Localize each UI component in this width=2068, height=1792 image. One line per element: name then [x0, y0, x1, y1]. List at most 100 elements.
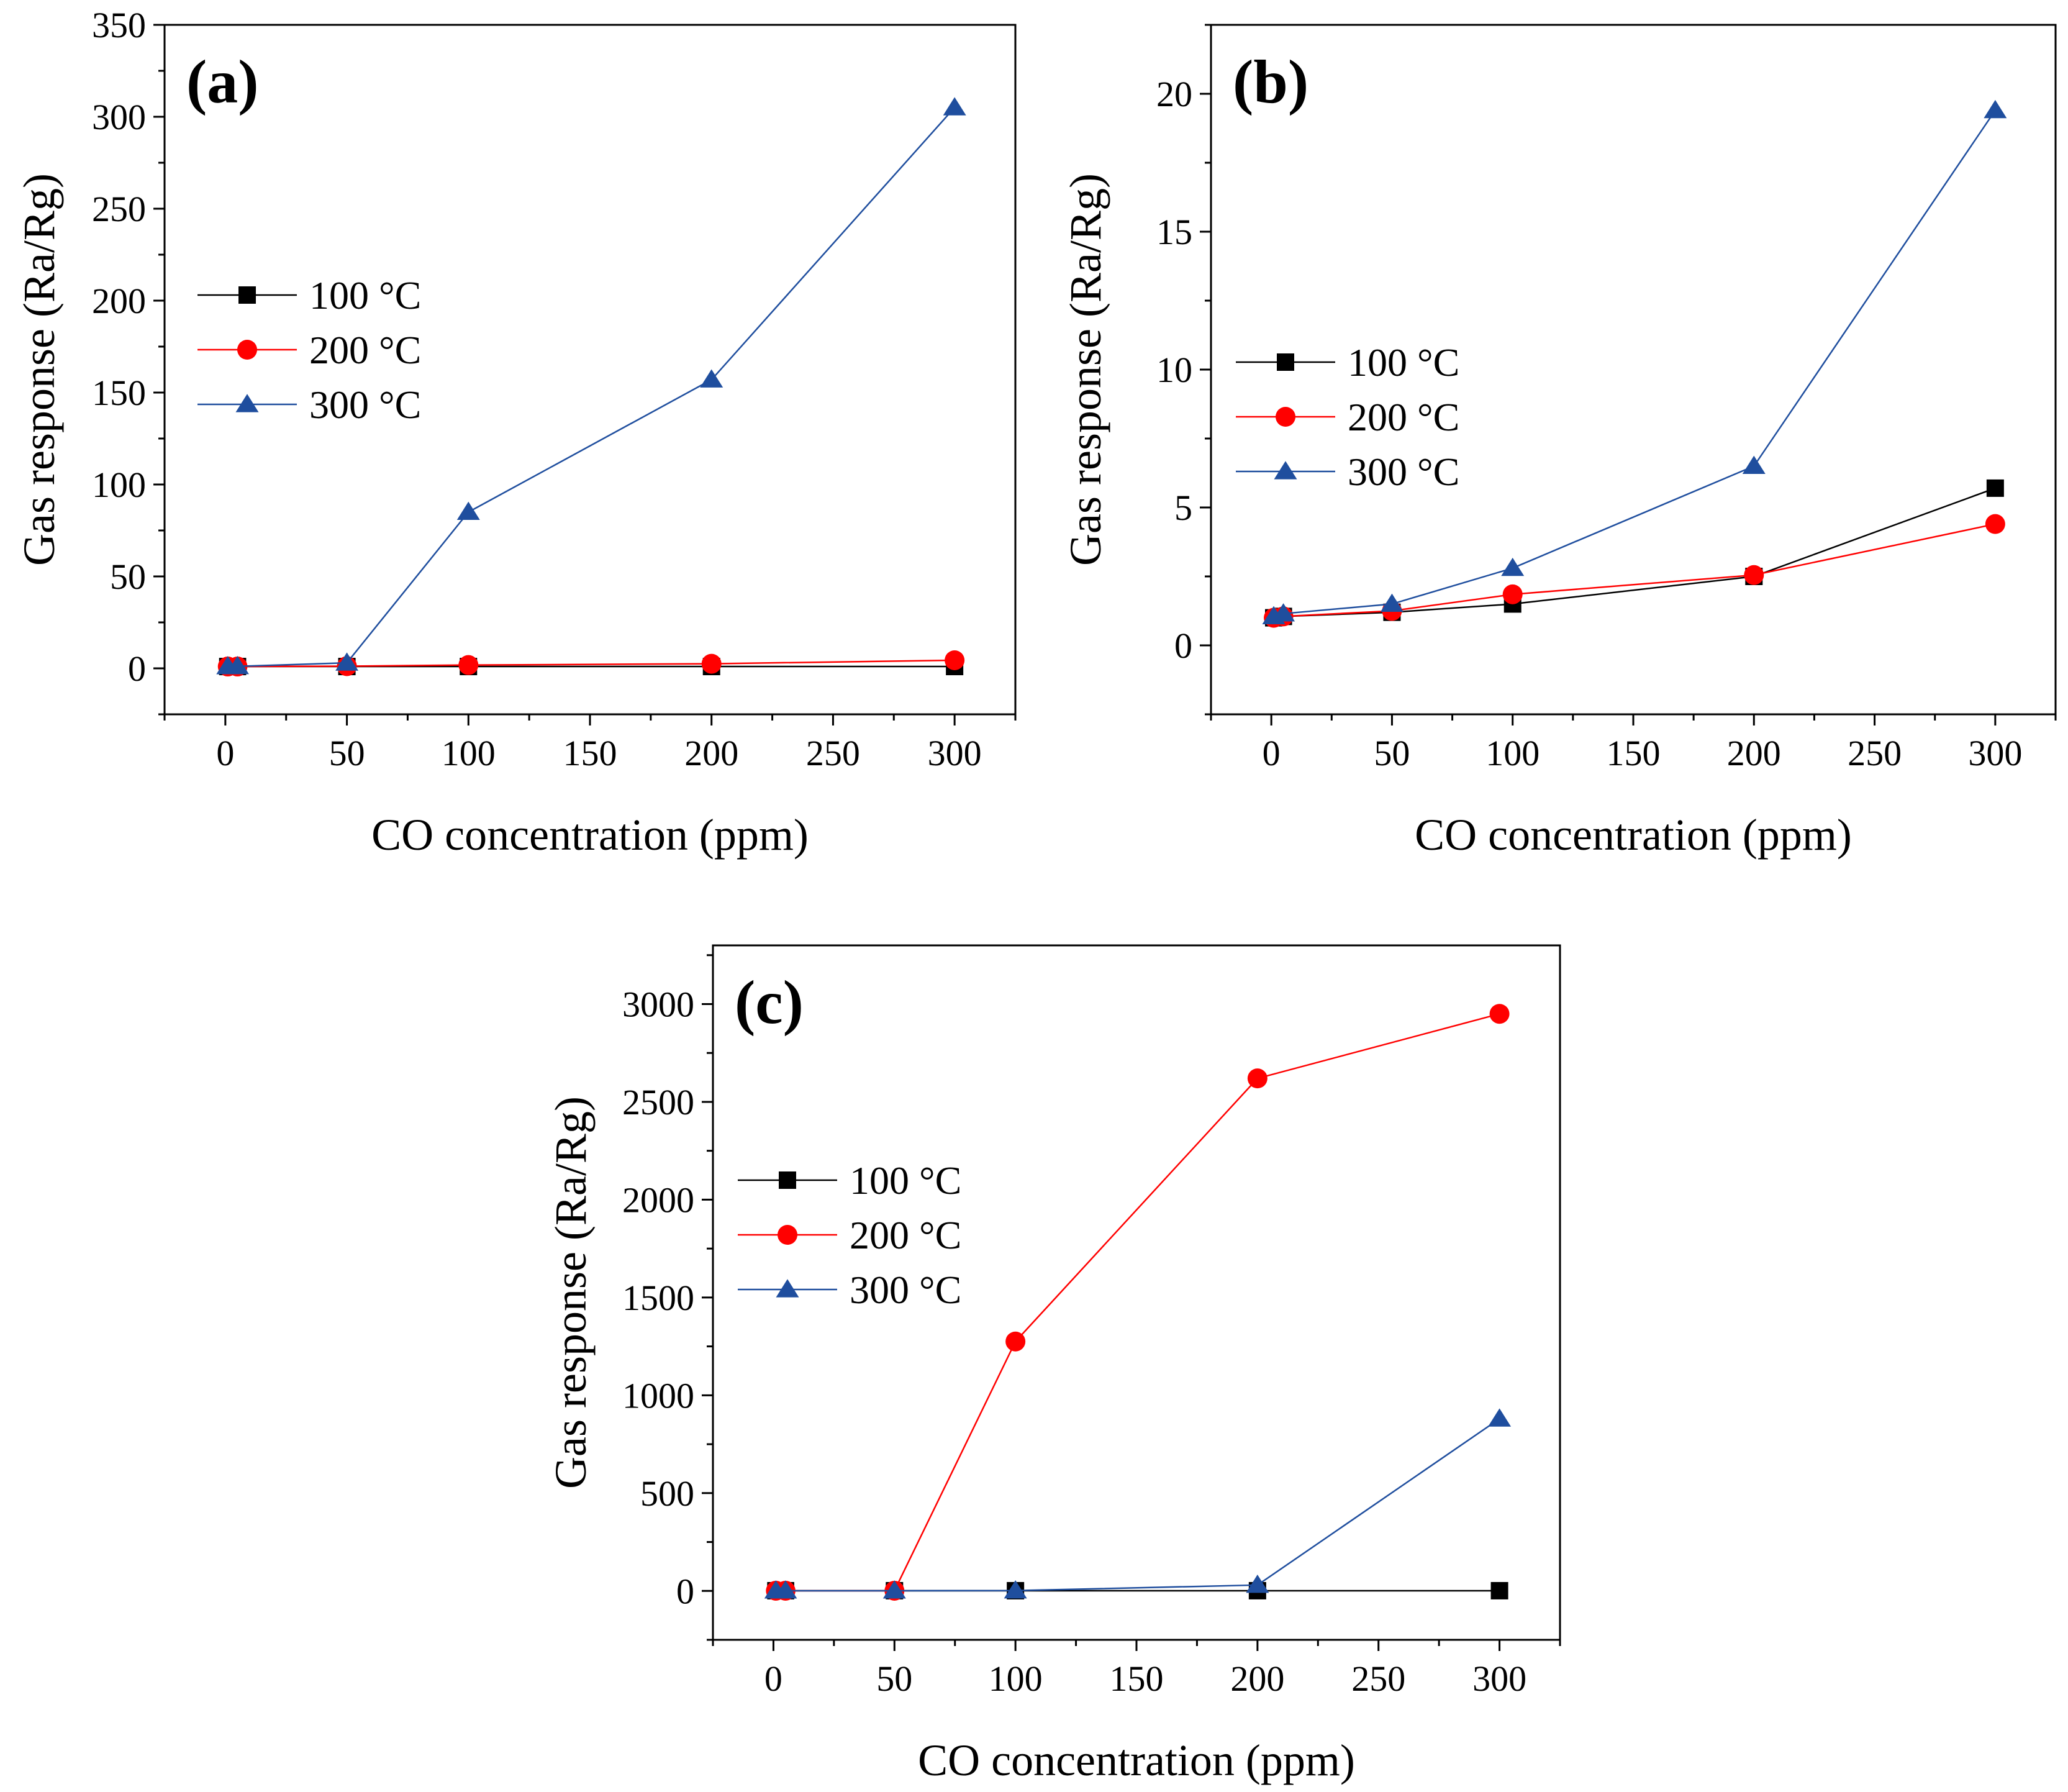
- legend-marker: [778, 1225, 797, 1245]
- data-point-triangle: [774, 1580, 797, 1599]
- y-tick-label: 0: [128, 648, 146, 689]
- data-point-triangle: [943, 97, 966, 116]
- x-tick-label: 50: [1374, 733, 1410, 773]
- data-point-triangle: [335, 652, 359, 671]
- legend-label: 200 °C: [309, 328, 421, 372]
- legend-label: 300 °C: [850, 1268, 961, 1312]
- data-point-circle: [458, 655, 479, 675]
- x-tick-label: 200: [1727, 733, 1781, 773]
- x-tick-label: 200: [684, 733, 738, 773]
- legend-marker: [1276, 407, 1295, 427]
- panel-label: (b): [1233, 47, 1308, 116]
- y-tick-label: 1000: [622, 1375, 694, 1416]
- data-point-circle: [701, 653, 722, 674]
- y-tick-label: 100: [92, 465, 146, 505]
- x-tick-label: 50: [329, 733, 365, 773]
- data-point-circle: [1744, 565, 1764, 585]
- y-tick-label: 2500: [622, 1082, 694, 1122]
- chart-panel-b: 0 50 100 150 200 250 300 0 5 10 15 20 CO concentrati…: [1061, 24, 2057, 860]
- x-tick-label: 150: [563, 733, 617, 773]
- x-tick-label: 0: [216, 733, 234, 773]
- y-tick-label: 350: [92, 5, 146, 45]
- data-point-triangle: [1488, 1408, 1512, 1427]
- y-tick-label: 5: [1174, 488, 1192, 528]
- data-point-circle: [1489, 1004, 1510, 1024]
- legend-label: 100 °C: [1348, 340, 1459, 384]
- data-point-circle: [1247, 1068, 1268, 1089]
- data-point-triangle: [1272, 603, 1295, 622]
- y-tick-label: 50: [110, 557, 146, 597]
- data-point-triangle: [700, 369, 723, 388]
- y-axis-title: Gas response (Ra/Rg): [14, 173, 64, 566]
- legend-label: 200 °C: [850, 1213, 961, 1257]
- y-axis-title: Gas response (Ra/Rg): [546, 1096, 596, 1489]
- x-tick-label: 100: [989, 1658, 1043, 1699]
- data-point-triangle: [1246, 1575, 1269, 1593]
- y-tick-label: 2000: [622, 1180, 694, 1220]
- y-tick-label: 20: [1156, 74, 1192, 114]
- data-point-triangle: [882, 1580, 906, 1599]
- plot-frame: [1210, 24, 2057, 716]
- legend-label: 300 °C: [1348, 450, 1459, 494]
- series-line-circle: [1273, 523, 1996, 619]
- y-tick-label: 200: [92, 281, 146, 321]
- y-tick-label: 250: [92, 189, 146, 229]
- data-point-triangle: [1380, 593, 1404, 612]
- x-tick-label: 50: [876, 1658, 912, 1699]
- data-point-triangle: [1501, 557, 1525, 576]
- y-tick-label: 300: [92, 97, 146, 137]
- y-tick-label: 0: [1174, 625, 1192, 666]
- x-axis-title: CO concentration (ppm): [1415, 810, 1852, 860]
- x-tick-label: 200: [1230, 1658, 1284, 1699]
- data-point-triangle: [456, 501, 480, 520]
- data-point-circle: [1005, 1331, 1026, 1352]
- data-point-circle: [1502, 584, 1523, 604]
- x-tick-label: 100: [442, 733, 496, 773]
- data-point-triangle: [1004, 1580, 1027, 1599]
- x-axis-title: CO concentration (ppm): [371, 810, 809, 860]
- x-tick-label: 300: [1968, 733, 2022, 773]
- legend-marker: [776, 1279, 799, 1298]
- x-tick-label: 0: [764, 1658, 782, 1699]
- data-point-circle: [1985, 514, 2005, 534]
- panel-label: (c): [735, 968, 804, 1037]
- y-tick-label: 10: [1156, 350, 1192, 390]
- legend-marker: [779, 1171, 796, 1189]
- series-line-square: [1273, 487, 1996, 619]
- y-axis-title: Gas response (Ra/Rg): [1061, 173, 1110, 566]
- legend-marker: [237, 340, 257, 360]
- data-point-triangle: [225, 655, 249, 675]
- y-tick-label: 500: [640, 1473, 694, 1514]
- plot-frame: [712, 944, 1561, 1641]
- x-tick-label: 300: [928, 733, 982, 773]
- chart-panel-c: 0 50 100 150 200 250 3000 500 1000 1500 2000 2500 30…: [546, 944, 1561, 1785]
- x-tick-label: 0: [1263, 733, 1281, 773]
- chart-panel-a: 0 50 100 150 200 250 300 0 50 100 150 200 250 300 350 C…: [14, 5, 1017, 860]
- legend-label: 100 °C: [309, 273, 421, 317]
- x-tick-label: 300: [1472, 1658, 1526, 1699]
- legend-marker: [1274, 461, 1297, 480]
- x-tick-label: 100: [1485, 733, 1540, 773]
- y-tick-label: 150: [92, 373, 146, 413]
- y-tick-label: 1500: [622, 1278, 694, 1318]
- x-tick-label: 250: [1848, 733, 1902, 773]
- data-point-square: [1490, 1581, 1508, 1599]
- legend-label: 200 °C: [1348, 395, 1459, 439]
- panel-label: (a): [186, 47, 259, 116]
- data-point-triangle: [1984, 99, 2007, 119]
- y-tick-label: 15: [1156, 212, 1192, 252]
- legend-label: 300 °C: [309, 383, 421, 427]
- x-tick-label: 150: [1110, 1658, 1164, 1699]
- data-point-circle: [945, 650, 965, 670]
- data-point-square: [1986, 479, 2004, 497]
- legend-label: 100 °C: [850, 1158, 961, 1203]
- series-line-triangle: [776, 1418, 1500, 1592]
- legend-marker: [235, 394, 259, 412]
- legend-marker: [1277, 353, 1294, 371]
- legend-marker: [238, 286, 256, 304]
- x-tick-label: 250: [1351, 1658, 1405, 1699]
- y-tick-label: 3000: [622, 984, 694, 1024]
- plot-frame: [163, 24, 1017, 716]
- x-tick-label: 250: [806, 733, 860, 773]
